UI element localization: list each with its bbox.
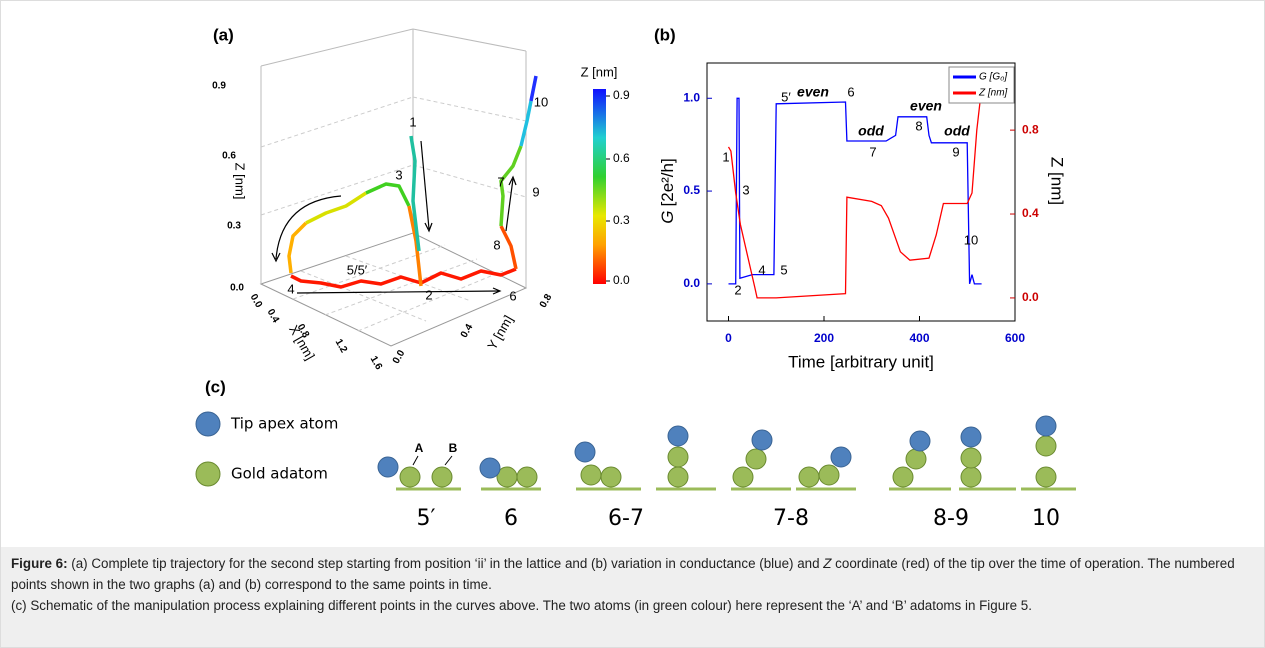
point-label: 9 [952,144,959,159]
z-tick-label: 0.0 [230,283,244,294]
point-label: 3 [742,182,749,197]
y-tick-label: 0.5 [683,183,700,197]
step-label: 10 [1032,506,1060,531]
point-label: 4 [758,262,765,277]
colorbar [593,89,606,284]
caption-paragraph: (c) Schematic of the manipulation proces… [11,598,1032,613]
point-label: 5/5′ [347,262,368,277]
point-label: 6 [847,84,854,99]
colorbar-tick-label: 0.0 [613,273,630,287]
panel-c-graphics [195,411,1076,491]
panel-a-box [259,28,528,347]
figure-graphics: (a)0.00.30.60.90.00.40.81.21.6 0.00.40.8Z… [195,25,1076,531]
caption-text: (a) Complete tip trajectory for the seco… [67,556,824,571]
x-tick-label: 600 [1005,331,1025,345]
colorbar-label: Z [nm] [581,64,618,79]
panel-label: (c) [205,377,226,396]
y2-tick-label: 0.8 [1022,122,1039,136]
colorbar-tick-label: 0.3 [613,213,630,227]
panel-label: (a) [213,25,234,44]
step-label: 5′ [417,506,436,531]
point-label: 1 [722,149,729,164]
y-tick-label: 0.8 [538,292,555,310]
x-tick-label: 1.6 [368,354,385,372]
x-tick-label: 0 [725,331,732,345]
point-label: 8 [493,237,500,252]
point-label: 9 [532,184,539,199]
trajectory-arrows [271,140,517,295]
colorbar-tick-label: 0.6 [613,151,630,165]
y2-axis-label: Z [nm] [1048,157,1067,205]
y-tick-label: 0.0 [391,348,408,366]
axis-label: Z [nm] [233,163,248,200]
caption-text: Z [823,556,832,571]
caption-text: coordinate (red) of the tip over the tim… [11,556,1235,592]
atom-label: A [415,441,424,455]
legend-label: G [G₀] [979,72,1007,83]
y-axis-label-symbol: G [658,210,677,223]
point-label: 5 [780,262,787,277]
x-tick-label: 200 [814,331,834,345]
trajectory [287,75,538,289]
colorbar-tick-label: 0.9 [613,88,630,102]
legend-label: Tip apex atom [230,415,338,433]
step-label: 6 [504,506,518,531]
axis-label: X [nm] [286,322,318,362]
legend-label: Z [nm] [978,88,1008,99]
step-label: 7-8 [773,506,809,531]
atom-label: B [449,441,458,455]
x-axis-label: Time [arbitrary unit] [788,352,934,371]
phase-label: odd [944,123,970,139]
caption-paragraph: Figure 6: (a) Complete tip trajectory fo… [11,553,1254,595]
x-tick-label: 400 [909,331,929,345]
point-label: 4 [287,281,294,296]
phase-label: odd [858,123,884,139]
phase-label: even [797,84,829,100]
y-tick-label: 0.0 [683,276,700,290]
legend-label: Gold adatom [231,465,328,483]
caption: Figure 6: (a) Complete tip trajectory fo… [1,547,1264,647]
y-axis-label-unit: [2e²/h] [658,158,677,206]
step-label: 8-9 [933,506,969,531]
series-line [727,88,983,299]
step-label: 6-7 [608,506,644,531]
x-tick-label: 0.4 [265,307,282,325]
axis-label: Y [nm] [484,313,516,353]
point-label: 10 [534,94,548,109]
x-tick-label: 1.2 [333,337,350,355]
panel-label: (b) [654,25,676,44]
y-tick-label: 1.0 [683,90,700,104]
point-label: 2 [734,282,741,297]
caption-label: Figure 6: [11,556,68,571]
point-label: 5′ [781,89,791,104]
point-label: 7 [869,144,876,159]
series-line [728,97,982,285]
plot-frame [706,62,1016,322]
y-tick-label: 0.4 [459,322,476,340]
z-tick-label: 0.9 [212,81,226,92]
point-label: 7 [497,174,504,189]
point-label: 3 [395,167,402,182]
point-label: 1 [409,114,416,129]
z-tick-label: 0.3 [227,221,241,232]
legend-box [948,66,1015,104]
y-axis-label: G [2e²/h] [658,158,677,223]
point-label: 6 [509,288,516,303]
y2-tick-label: 0.0 [1022,290,1039,304]
point-label: 8 [915,118,922,133]
point-label: 2 [425,287,432,302]
y2-tick-label: 0.4 [1022,206,1039,220]
z-tick-label: 0.6 [222,151,236,162]
x-tick-label: 0.0 [248,292,265,310]
point-label: 10 [964,232,978,247]
phase-label: even [910,98,942,114]
